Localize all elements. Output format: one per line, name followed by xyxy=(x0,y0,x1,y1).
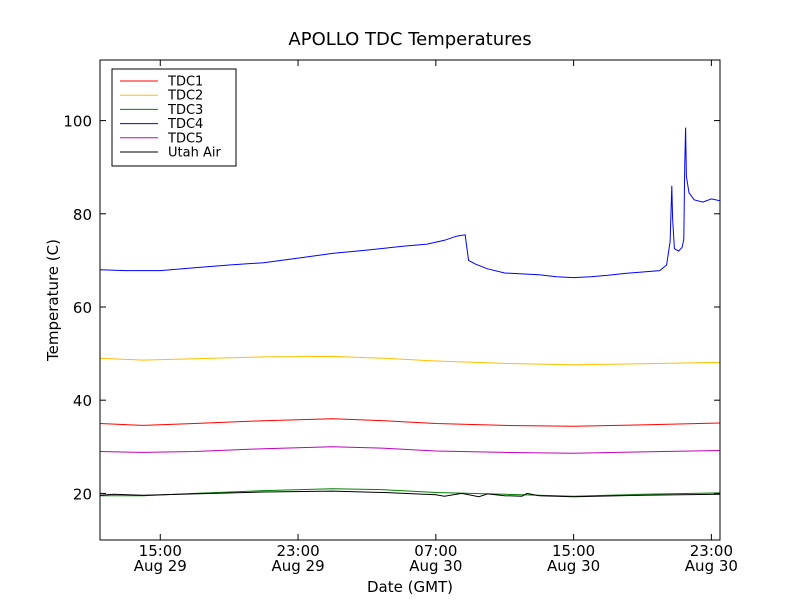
legend-entry-label: TDC3 xyxy=(167,103,203,118)
y-axis-label: Temperature (C) xyxy=(44,239,62,362)
x-tick-date-label: Aug 30 xyxy=(547,557,600,575)
x-tick-time-label: 07:00 xyxy=(414,542,457,560)
chart-title: APOLLO TDC Temperatures xyxy=(288,29,531,50)
legend-box xyxy=(111,68,237,167)
series-line-tdc2 xyxy=(100,355,720,366)
x-tick-time-label: 23:00 xyxy=(690,542,733,560)
x-axis-label: Date (GMT) xyxy=(367,578,453,596)
x-tick-date-label: Aug 29 xyxy=(271,557,324,575)
series-line-utah-air xyxy=(100,490,720,498)
x-tick-date-label: Aug 30 xyxy=(409,557,462,575)
x-tick-time-label: 23:00 xyxy=(276,542,319,560)
y-tick-label: 80 xyxy=(73,206,92,224)
y-tick-label: 20 xyxy=(73,485,92,503)
y-tick-label: 40 xyxy=(73,392,92,410)
series-line-tdc1 xyxy=(100,418,720,427)
series-line-tdc5 xyxy=(100,446,720,454)
series-line-tdc4 xyxy=(100,127,720,279)
y-tick-label: 60 xyxy=(73,299,92,317)
y-tick-label: 100 xyxy=(63,113,92,131)
x-tick-date-label: Aug 29 xyxy=(134,557,187,575)
legend-entry-label: TDC5 xyxy=(167,131,203,146)
x-tick-time-label: 15:00 xyxy=(552,542,595,560)
legend-entry-label: TDC2 xyxy=(167,89,203,104)
legend-entry-label: Utah Air xyxy=(168,146,221,161)
legend-entry-label: TDC1 xyxy=(167,75,203,90)
x-tick-time-label: 15:00 xyxy=(139,542,182,560)
legend-entry-label: TDC4 xyxy=(167,117,203,132)
plot-frame xyxy=(99,59,721,541)
series-layer xyxy=(100,127,720,498)
x-tick-date-label: Aug 30 xyxy=(685,557,738,575)
